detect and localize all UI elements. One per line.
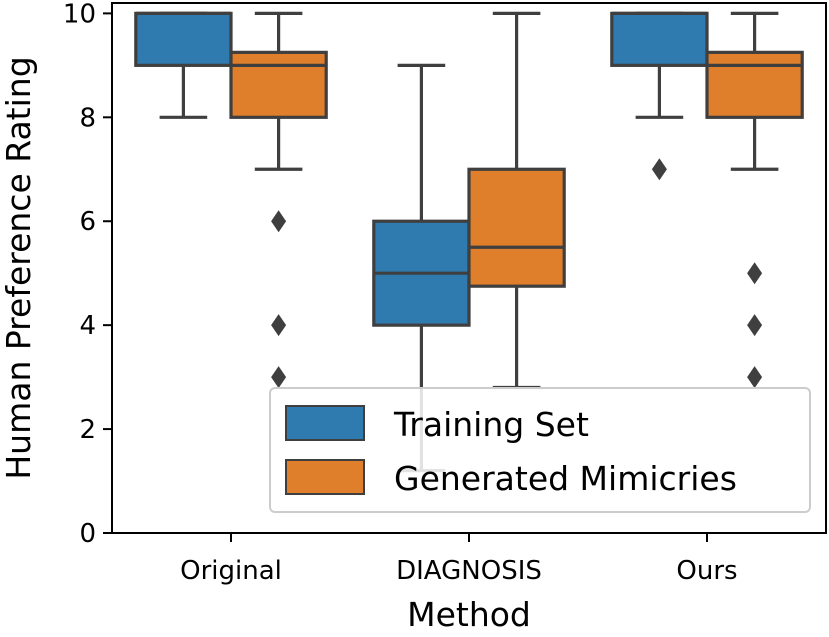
x-tick-label: DIAGNOSIS xyxy=(396,556,542,586)
box-group xyxy=(705,11,804,389)
x-axis-label: Method xyxy=(407,595,531,634)
y-tick-label: 6 xyxy=(79,207,96,237)
legend-entry-label: Training Set xyxy=(393,405,589,444)
y-tick-label: 4 xyxy=(79,311,96,341)
legend-entry-label: Generated Mimicries xyxy=(394,459,737,498)
box-group xyxy=(134,11,233,119)
box xyxy=(467,167,566,288)
outlier-point xyxy=(651,158,667,181)
plot-area xyxy=(134,11,804,473)
x-tick-label: Ours xyxy=(676,556,737,586)
y-tick-label: 2 xyxy=(79,415,96,445)
box-group xyxy=(610,11,709,181)
y-tick-label: 8 xyxy=(79,103,96,133)
outlier-point xyxy=(747,314,763,337)
outlier-point xyxy=(271,366,287,389)
legend: Training Set Generated Mimicries xyxy=(269,387,811,513)
legend-box xyxy=(269,387,811,513)
box xyxy=(229,50,328,119)
legend-swatch xyxy=(285,459,365,495)
outlier-point xyxy=(271,210,287,233)
y-tick-label: 10 xyxy=(63,0,96,29)
outlier-point xyxy=(271,314,287,337)
box-group xyxy=(229,11,328,389)
outlier-point xyxy=(747,366,763,389)
legend-swatch xyxy=(285,405,365,441)
box xyxy=(610,11,709,67)
outlier-point xyxy=(747,262,763,285)
y-tick-label: 0 xyxy=(79,519,96,549)
y-axis-label: Human Preference Rating xyxy=(0,56,38,479)
box xyxy=(134,11,233,67)
x-tick-label: Original xyxy=(180,556,282,586)
box xyxy=(705,50,804,119)
box-group xyxy=(467,11,566,390)
